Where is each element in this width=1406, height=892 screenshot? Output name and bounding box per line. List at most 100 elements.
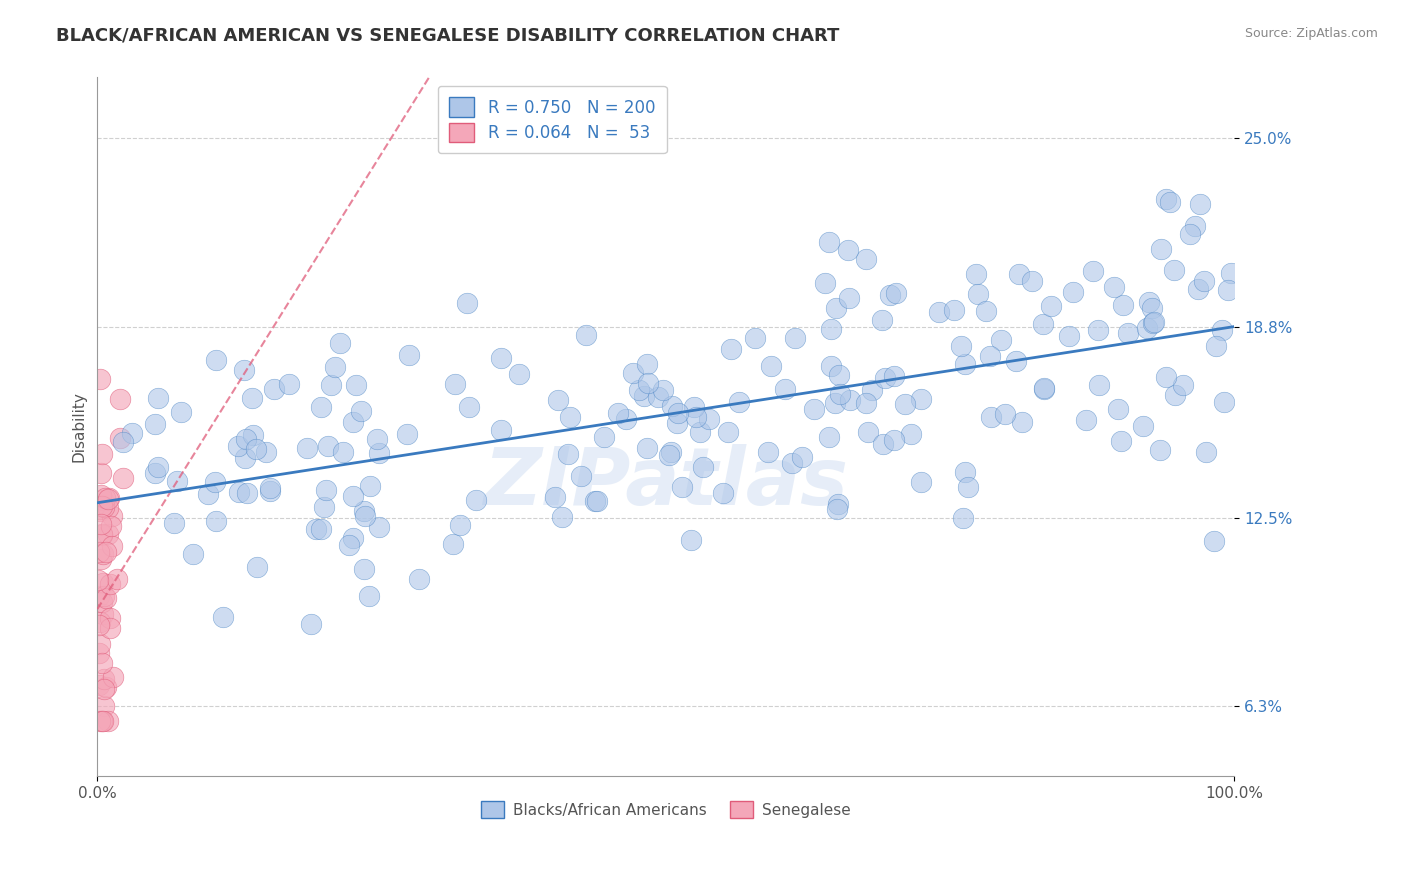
Point — [212, 610, 235, 624]
Point — [689, 425, 711, 440]
Point — [97, 500, 120, 515]
Point — [100, 611, 122, 625]
Point — [1109, 434, 1132, 449]
Point — [246, 559, 269, 574]
Point — [228, 484, 250, 499]
Point — [827, 497, 849, 511]
Point — [953, 358, 976, 372]
Point — [1149, 242, 1171, 256]
Point — [994, 407, 1017, 421]
Point — [163, 516, 186, 531]
Point — [91, 492, 114, 507]
Point — [408, 572, 430, 586]
Point — [614, 411, 637, 425]
Point — [773, 383, 796, 397]
Point — [855, 396, 877, 410]
Point — [449, 518, 471, 533]
Point — [636, 442, 658, 456]
Point — [233, 450, 256, 465]
Point — [89, 714, 111, 729]
Point — [820, 322, 842, 336]
Point — [872, 437, 894, 451]
Point — [883, 368, 905, 383]
Point — [557, 447, 579, 461]
Point — [93, 672, 115, 686]
Point — [965, 267, 987, 281]
Point — [93, 500, 115, 515]
Point — [685, 409, 707, 424]
Point — [464, 493, 486, 508]
Point — [1059, 328, 1081, 343]
Point — [315, 483, 337, 497]
Point — [952, 511, 974, 525]
Point — [744, 331, 766, 345]
Point — [658, 448, 681, 462]
Point — [90, 527, 112, 541]
Point — [329, 335, 352, 350]
Point — [309, 522, 332, 536]
Point — [1008, 267, 1031, 281]
Point — [928, 305, 950, 319]
Point — [97, 714, 120, 729]
Point — [953, 466, 976, 480]
Point — [828, 368, 851, 383]
Point — [359, 589, 381, 603]
Point — [967, 287, 990, 301]
Point — [236, 485, 259, 500]
Point — [893, 397, 915, 411]
Point — [717, 425, 740, 440]
Point — [1062, 285, 1084, 299]
Point — [254, 444, 277, 458]
Point — [166, 474, 188, 488]
Point — [100, 519, 122, 533]
Point — [96, 591, 118, 606]
Point — [782, 456, 804, 470]
Point — [242, 428, 264, 442]
Point — [321, 378, 343, 392]
Point — [91, 714, 114, 729]
Point — [204, 475, 226, 489]
Point — [508, 367, 530, 381]
Point — [711, 485, 734, 500]
Point — [593, 430, 616, 444]
Point — [148, 459, 170, 474]
Point — [93, 699, 115, 714]
Point — [278, 376, 301, 391]
Point — [309, 401, 332, 415]
Point — [491, 351, 513, 366]
Point — [1159, 195, 1181, 210]
Point — [98, 491, 121, 506]
Point — [146, 391, 169, 405]
Point — [89, 637, 111, 651]
Point — [263, 382, 285, 396]
Point — [101, 539, 124, 553]
Point — [398, 348, 420, 362]
Point — [101, 670, 124, 684]
Point — [1192, 274, 1215, 288]
Point — [91, 528, 114, 542]
Point — [814, 277, 837, 291]
Point — [910, 475, 932, 490]
Point — [839, 393, 862, 408]
Point — [441, 537, 464, 551]
Point — [761, 359, 783, 373]
Point — [323, 359, 346, 374]
Point — [720, 342, 742, 356]
Point — [900, 427, 922, 442]
Point — [990, 333, 1012, 347]
Point — [205, 353, 228, 368]
Point — [108, 392, 131, 406]
Point — [1149, 443, 1171, 458]
Point — [1132, 419, 1154, 434]
Point — [824, 301, 846, 315]
Point — [259, 481, 281, 495]
Point — [367, 446, 389, 460]
Point — [305, 522, 328, 536]
Point — [692, 460, 714, 475]
Point — [1216, 283, 1239, 297]
Point — [1116, 326, 1139, 341]
Point — [93, 576, 115, 591]
Point — [91, 714, 114, 729]
Point — [544, 490, 567, 504]
Point — [1032, 382, 1054, 396]
